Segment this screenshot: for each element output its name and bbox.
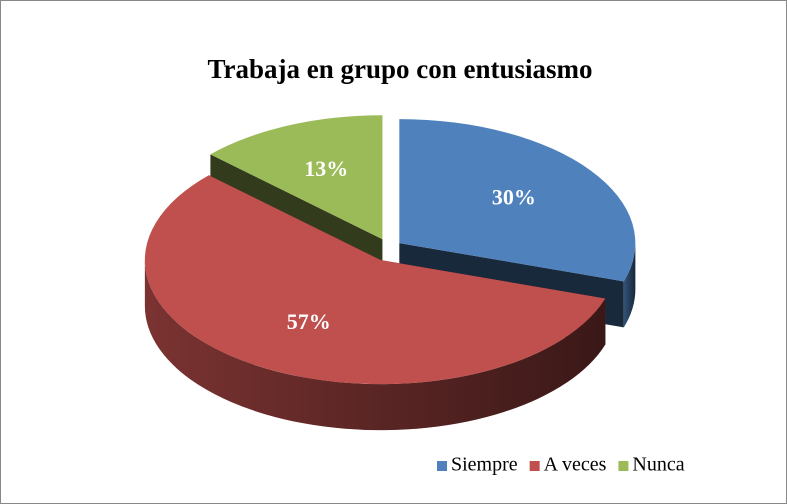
value-label: 57% bbox=[287, 309, 331, 334]
legend-swatch bbox=[437, 461, 447, 471]
chart-title: Trabaja en grupo con entusiasmo bbox=[207, 54, 592, 84]
slice bbox=[210, 115, 383, 240]
slice bbox=[399, 119, 636, 282]
legend-swatch bbox=[529, 461, 540, 471]
slice-wall-shade bbox=[144, 260, 606, 431]
legend-label: Nunca bbox=[632, 454, 684, 476]
slice bbox=[144, 175, 606, 385]
value-label: 13% bbox=[304, 156, 348, 181]
value-label: 30% bbox=[492, 184, 536, 209]
slice-wall-shade bbox=[623, 243, 636, 328]
slice bbox=[144, 175, 606, 431]
legend-swatch bbox=[618, 461, 629, 471]
legend-label: A veces bbox=[544, 454, 607, 476]
legend-label: Siempre bbox=[451, 454, 518, 476]
